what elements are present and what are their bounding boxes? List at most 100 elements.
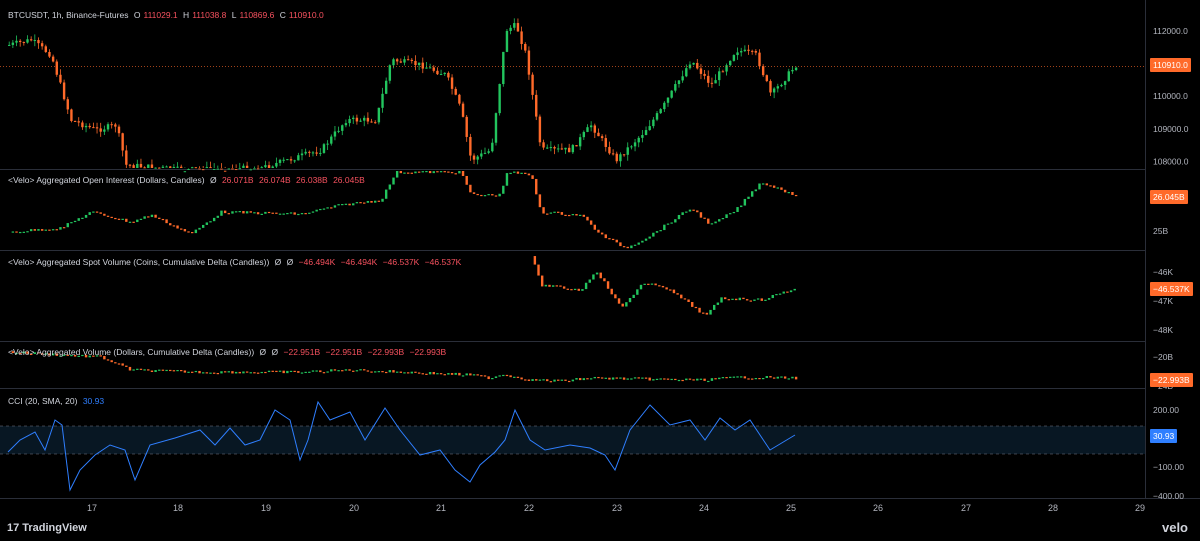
spot-candle	[588, 279, 591, 283]
vol-candle	[121, 363, 124, 366]
oi-candle	[154, 214, 157, 218]
price-candle	[685, 68, 688, 77]
price-candle	[194, 167, 198, 169]
vol-candle	[513, 376, 516, 378]
oi-candle	[505, 173, 509, 186]
spot-candle	[533, 256, 537, 265]
spot-candle	[756, 298, 760, 300]
vol-candle	[633, 377, 637, 379]
price-candle	[40, 43, 44, 47]
oi-candle	[139, 218, 143, 220]
oi-candle	[710, 223, 714, 225]
spot-candle	[625, 302, 628, 307]
oi-candle	[487, 194, 490, 196]
oi-candle	[337, 204, 340, 206]
oi-candle	[322, 208, 326, 210]
price-candle	[633, 142, 637, 147]
price-candle	[249, 169, 252, 171]
vol-candle	[707, 380, 710, 383]
open-interest-pane[interactable]	[11, 171, 798, 249]
vol-candle	[180, 370, 183, 372]
vol-candle	[611, 377, 615, 380]
high-label: H	[183, 10, 190, 20]
price-candle	[209, 167, 212, 169]
oi-candle	[374, 200, 377, 203]
vol-candle	[381, 371, 384, 373]
vol-last-tag: −22.993B	[1150, 373, 1193, 387]
vol-candle	[677, 379, 681, 382]
spot-value-2: −46.494K	[340, 257, 378, 267]
price-candle	[143, 167, 146, 169]
aggregated-volume-pane[interactable]	[11, 351, 798, 383]
price-candle	[377, 107, 381, 123]
oi-candle	[604, 234, 607, 239]
price-candle	[110, 124, 113, 126]
price-candle	[286, 159, 289, 161]
spot-volume-pane[interactable]	[533, 256, 796, 315]
price-candle	[231, 168, 234, 170]
cci-tick-label: −100.00	[1153, 462, 1184, 472]
price-tick-label: 109000.0	[1153, 124, 1189, 134]
oi-candle	[150, 214, 154, 218]
oi-value-1: 26.071B	[221, 175, 254, 185]
price-candle	[161, 166, 165, 168]
vol-candle	[783, 376, 787, 379]
spot-candle	[540, 275, 544, 287]
vol-candle	[480, 375, 483, 377]
cci-pane[interactable]	[0, 400, 1145, 492]
vol-candle	[256, 372, 260, 374]
vol-candle	[710, 378, 714, 381]
vol-candle	[161, 369, 165, 371]
vol-candle	[388, 370, 392, 373]
oi-candle	[297, 213, 300, 216]
price-candle	[505, 30, 509, 52]
vol-legend[interactable]: <Velo> Aggregated Volume (Dollars, Cumul…	[8, 347, 449, 357]
price-candle	[139, 163, 143, 168]
oi-candle	[531, 175, 534, 179]
oi-candle	[11, 231, 15, 233]
vol-candle	[553, 379, 556, 382]
spot-candle	[745, 299, 749, 301]
oi-candle	[370, 200, 373, 203]
vol-candle	[538, 379, 542, 381]
price-candle	[15, 40, 18, 43]
spot-candle	[555, 285, 559, 287]
price-pane[interactable]	[0, 18, 1145, 173]
oi-candle	[575, 214, 578, 216]
price-candle	[245, 165, 249, 168]
vol-candle	[791, 376, 794, 379]
price-candle	[289, 159, 293, 161]
tradingview-logo[interactable]: 17 TradingView	[7, 522, 87, 534]
price-candle	[586, 127, 589, 132]
oi-last-tag: 26.045B	[1150, 190, 1188, 204]
cci-band	[0, 426, 1145, 454]
vol-candle	[516, 376, 520, 378]
oi-candle	[458, 171, 461, 174]
vol-candle	[73, 354, 77, 357]
vol-candle	[18, 352, 22, 355]
oi-candle	[114, 217, 117, 220]
price-candle	[740, 51, 743, 53]
spot-candle	[734, 298, 738, 301]
vol-value-3: −22.993B	[367, 347, 405, 357]
price-candle	[491, 142, 494, 152]
spot-legend[interactable]: <Velo> Aggregated Spot Volume (Coins, Cu…	[8, 257, 464, 267]
vol-candle	[721, 377, 725, 379]
oi-candle	[15, 231, 18, 233]
vol-candle	[666, 378, 670, 380]
tradingview-icon: 17	[7, 522, 20, 534]
oi-candle	[249, 211, 252, 213]
oi-candle	[330, 207, 333, 209]
price-candle	[29, 39, 33, 41]
price-candle	[524, 43, 527, 51]
oi-candle	[271, 212, 274, 214]
price-candle	[549, 147, 553, 149]
price-candle	[297, 155, 300, 161]
vol-candle	[110, 360, 113, 363]
oi-legend[interactable]: <Velo> Aggregated Open Interest (Dollars…	[8, 175, 368, 185]
price-candle	[92, 127, 95, 129]
vol-candle	[11, 351, 15, 354]
price-candle	[450, 77, 454, 89]
cci-legend[interactable]: CCI (20, SMA, 20) 30.93	[8, 396, 107, 406]
